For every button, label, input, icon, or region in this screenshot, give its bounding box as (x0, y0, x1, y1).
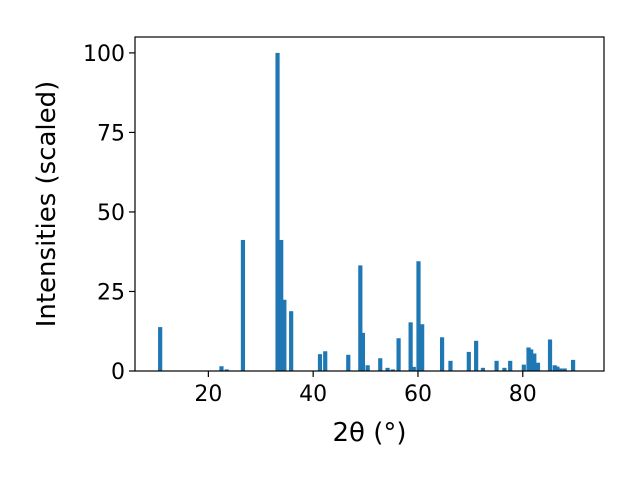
bar (219, 366, 224, 371)
bar (224, 369, 229, 371)
bar (526, 347, 531, 371)
bar (411, 366, 416, 371)
bar (365, 365, 370, 371)
bar (529, 349, 534, 371)
bar (521, 364, 526, 371)
bar (570, 359, 576, 371)
bar (378, 358, 383, 371)
bar (480, 367, 486, 371)
y-tick-label: 100 (83, 42, 125, 67)
bar (289, 311, 294, 371)
bar (385, 367, 390, 371)
bar (360, 332, 366, 371)
bar (408, 322, 413, 371)
x-axis-label: 2θ (°) (332, 418, 406, 448)
x-tick-label: 80 (509, 382, 537, 407)
y-tick-label: 0 (111, 360, 125, 385)
bar (420, 324, 425, 371)
bar (358, 265, 363, 371)
y-tick-label: 25 (97, 280, 125, 305)
bar (323, 351, 328, 371)
bar (317, 354, 323, 371)
y-tick-label: 50 (97, 201, 125, 226)
bar (439, 337, 445, 371)
bar (562, 368, 567, 371)
bar (282, 299, 287, 371)
bar (275, 52, 280, 372)
bar (158, 327, 163, 371)
y-axis-label: Intensities (scaled) (32, 81, 62, 328)
bar (502, 367, 507, 371)
bar (535, 362, 541, 371)
bar (555, 366, 560, 371)
bar (390, 369, 395, 371)
y-axis-ticks: 0 25 50 75 100 (83, 42, 135, 385)
x-tick-label: 40 (299, 382, 327, 407)
x-tick-label: 60 (404, 382, 432, 407)
y-tick-label: 75 (97, 121, 125, 146)
bars-group (158, 52, 576, 372)
bar (552, 365, 557, 371)
x-axis-ticks: 20 40 60 80 (194, 371, 537, 407)
bar (532, 353, 537, 371)
bar (547, 339, 553, 371)
bar (466, 351, 471, 371)
bar (558, 368, 563, 371)
bar (508, 360, 513, 371)
bar (448, 360, 453, 371)
bar (279, 239, 284, 371)
bar (494, 360, 499, 371)
bar (416, 261, 421, 371)
bar (474, 340, 479, 371)
bar (240, 239, 246, 371)
plot-frame (134, 36, 605, 372)
bar (396, 338, 401, 371)
x-tick-label: 20 (194, 382, 222, 407)
bar (346, 354, 351, 371)
